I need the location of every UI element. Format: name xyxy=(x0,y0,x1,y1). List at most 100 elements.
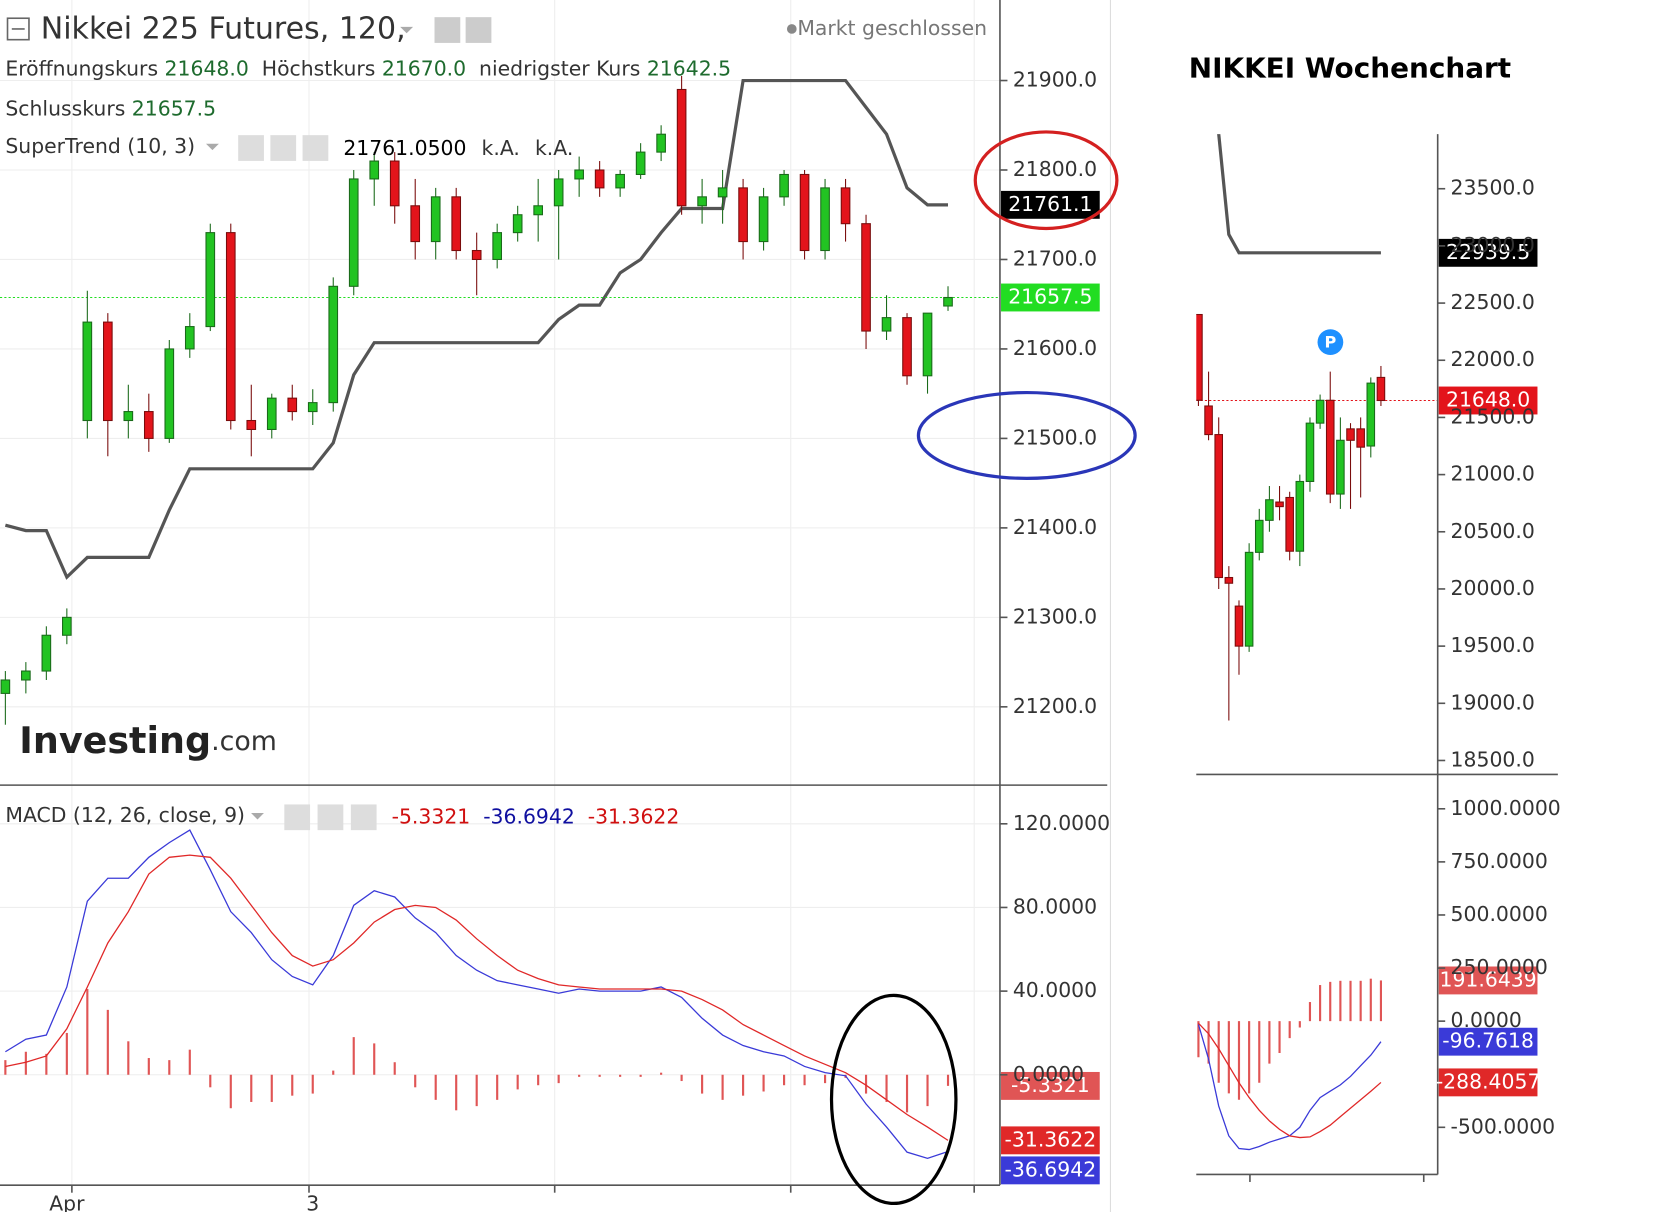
y-tick-label: 21800.0 xyxy=(1013,157,1097,181)
y-tick-label: 750.0000 xyxy=(1451,849,1548,873)
y-tick-label: 0.0000 xyxy=(1013,1062,1084,1086)
logo-suffix: .com xyxy=(211,726,277,757)
macd-value: -5.3321 xyxy=(392,804,471,828)
candle-body xyxy=(287,397,298,413)
eye-icon[interactable] xyxy=(284,804,311,831)
candle-body xyxy=(512,214,523,234)
grid-layer xyxy=(71,0,975,1186)
candle-body xyxy=(799,173,810,252)
candle-body xyxy=(82,321,93,422)
y-tick-label: 80.0000 xyxy=(1013,894,1097,918)
y-tick-label: 23000.0 xyxy=(1451,233,1535,257)
candle-body xyxy=(738,187,748,243)
price-label: 191.6439 xyxy=(1439,967,1536,991)
candle-body xyxy=(1196,313,1203,401)
candle-body xyxy=(1336,439,1345,495)
price-label-box xyxy=(1438,386,1538,415)
indicator-na: k.A. xyxy=(482,136,520,160)
candle-body xyxy=(574,169,584,180)
price-label: -36.6942 xyxy=(1005,1157,1097,1181)
y-tick-label: 0.0000 xyxy=(1451,1008,1522,1032)
legend-value: 21670.0 xyxy=(382,57,466,81)
y-tick-label: 21500.0 xyxy=(1451,404,1535,428)
candle-body xyxy=(553,178,564,207)
candle-body xyxy=(1234,605,1244,647)
candle-body xyxy=(430,196,441,243)
candle-body xyxy=(328,285,339,404)
legend-value: 21648.0 xyxy=(165,57,249,81)
candle-body xyxy=(779,173,789,198)
candle-body xyxy=(492,232,503,261)
annotation-ellipse xyxy=(916,390,1137,480)
candle-body xyxy=(861,223,871,332)
price-label-box xyxy=(1001,1071,1100,1100)
p-marker-text: P xyxy=(1325,333,1337,352)
settings-icon[interactable] xyxy=(317,804,344,831)
eye-icon[interactable] xyxy=(238,135,264,161)
settings-icon[interactable] xyxy=(270,135,297,161)
candle-body xyxy=(1346,428,1355,441)
legend-value: 21657.5 xyxy=(132,96,216,120)
candle-body xyxy=(1285,496,1294,552)
y-tick-label: 21300.0 xyxy=(1013,604,1097,628)
macd-value: -36.6942 xyxy=(483,804,575,828)
supertrend-line xyxy=(1217,134,1381,255)
y-tick-label: 120.0000 xyxy=(1013,811,1110,835)
price-label: 21657.5 xyxy=(1008,284,1092,308)
candle-body xyxy=(1356,428,1365,448)
legend-name: Eröffnungskurs xyxy=(5,57,158,81)
macd-line xyxy=(5,854,949,1141)
p-marker[interactable] xyxy=(1317,329,1344,356)
candle-body xyxy=(410,205,421,243)
y-tick-label: 1000.0000 xyxy=(1451,796,1561,820)
candle-body xyxy=(102,321,113,422)
panel xyxy=(1197,978,1383,1151)
y-tick-label: 22500.0 xyxy=(1451,290,1535,314)
candle-body xyxy=(697,196,707,207)
collapse-icon[interactable] xyxy=(6,17,30,41)
y-tick-label: 23500.0 xyxy=(1451,176,1535,200)
candle-body xyxy=(62,616,72,636)
close-icon[interactable] xyxy=(302,135,329,161)
candle-body xyxy=(266,397,277,431)
y-tick-label: 22000.0 xyxy=(1451,347,1535,371)
y-tick-label: 21900.0 xyxy=(1013,68,1097,92)
ohlc-legend: Eröffnungskurs 21648.0 Höchstkurs 21670.… xyxy=(5,57,731,81)
price-label-box xyxy=(1438,1068,1538,1097)
dropdown-icon[interactable] xyxy=(251,813,264,820)
candle-body xyxy=(225,232,236,422)
dropdown-icon[interactable] xyxy=(205,143,219,151)
y-tick-label: 21700.0 xyxy=(1013,246,1097,270)
candle-body xyxy=(881,317,892,332)
dropdown-icon[interactable] xyxy=(400,26,414,34)
panel xyxy=(0,76,1000,725)
candle-body xyxy=(41,634,52,672)
candle-body xyxy=(943,296,953,307)
candle-body xyxy=(123,411,134,422)
price-label-box xyxy=(1438,238,1538,267)
candle-body xyxy=(820,187,830,252)
price-label-box xyxy=(1438,1027,1538,1056)
settings-icon[interactable] xyxy=(465,17,492,43)
candle-body xyxy=(594,169,605,189)
candle-body xyxy=(533,205,543,216)
candle-body xyxy=(902,317,912,377)
eye-icon[interactable] xyxy=(434,17,461,43)
macd-line xyxy=(5,829,949,1160)
close-icon[interactable] xyxy=(350,804,377,831)
legend-name: niedrigster Kurs xyxy=(479,57,640,81)
indicator-legend: 21761.0500 k.A. k.A. xyxy=(343,136,573,160)
candle-body xyxy=(1325,399,1335,495)
macd-value: -31.3622 xyxy=(588,804,680,828)
candle-body xyxy=(184,326,195,350)
candle-body xyxy=(1295,480,1305,552)
x-tick-label: Apr xyxy=(49,1191,85,1212)
candle-body xyxy=(246,419,257,431)
y-tick-label: 19000.0 xyxy=(1451,690,1535,714)
y-tick-label: 20000.0 xyxy=(1451,576,1535,600)
candle-body xyxy=(758,196,769,243)
candle-body xyxy=(635,151,646,176)
logo-main: Investing xyxy=(19,719,211,762)
